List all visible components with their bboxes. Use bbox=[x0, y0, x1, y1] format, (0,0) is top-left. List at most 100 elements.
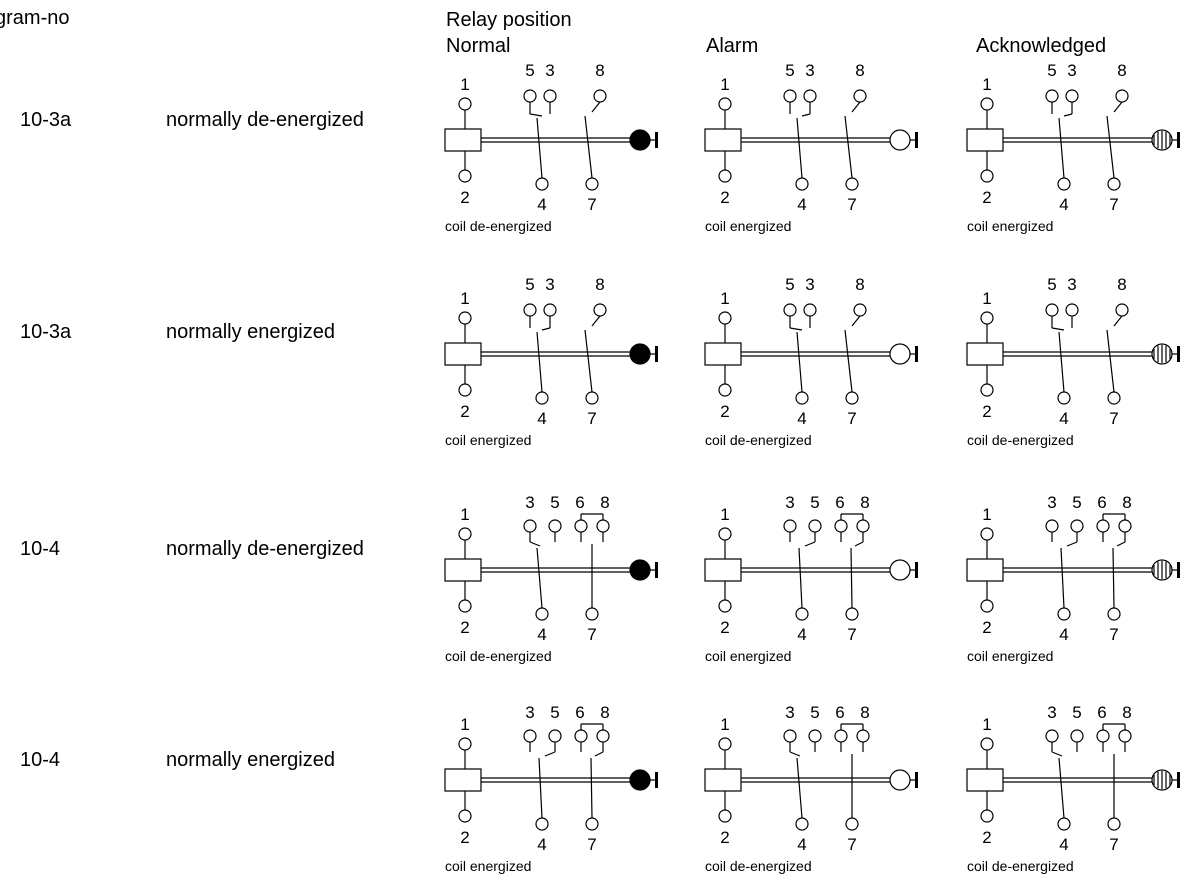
terminal-label-2: 2 bbox=[982, 188, 991, 207]
indicator-lamp-icon bbox=[629, 769, 658, 791]
relay-diagram-cell: 1 2 5 3 4 8 7 coil de-energized bbox=[704, 272, 955, 462]
terminal-circle bbox=[845, 391, 859, 405]
terminal-circle bbox=[458, 599, 472, 613]
relay-coil bbox=[966, 342, 1004, 366]
coil-state-caption: coil energized bbox=[967, 218, 1054, 234]
terminal-label-3: 3 bbox=[545, 275, 554, 294]
terminal-circle bbox=[458, 311, 472, 325]
contact-blade bbox=[1112, 547, 1115, 609]
contact-blade bbox=[844, 115, 853, 179]
terminal-label-3: 3 bbox=[1047, 493, 1056, 512]
terminal-circle bbox=[1107, 391, 1121, 405]
indicator-lamp-icon bbox=[889, 343, 918, 365]
state-header-alarm: Alarm bbox=[706, 35, 759, 57]
contact-blade bbox=[590, 757, 593, 819]
relay-diagram-cell: 1 2 5 3 4 8 7 coil energized bbox=[444, 272, 695, 462]
row-0-mode: normally de-energized bbox=[166, 109, 364, 131]
terminal-label-2: 2 bbox=[460, 618, 469, 637]
contact-blade bbox=[536, 331, 543, 393]
terminal-circle bbox=[585, 607, 599, 621]
indicator-lamp-icon bbox=[1151, 129, 1180, 151]
relay-schematic: 1 2 5 3 4 8 7 bbox=[966, 61, 1180, 214]
relay-schematic: 1 2 5 3 4 8 7 bbox=[444, 61, 658, 214]
wire bbox=[529, 113, 543, 117]
terminal-label-1: 1 bbox=[982, 505, 991, 524]
terminal-circle bbox=[543, 303, 557, 317]
contact-blade bbox=[798, 547, 803, 609]
terminal-circle bbox=[523, 519, 537, 533]
terminal-label-7: 7 bbox=[1109, 625, 1118, 644]
terminal-label-8: 8 bbox=[1117, 61, 1126, 80]
terminal-label-2: 2 bbox=[720, 402, 729, 421]
terminal-label-2: 2 bbox=[460, 188, 469, 207]
contact-blade bbox=[850, 547, 853, 609]
coil-state-caption: coil energized bbox=[705, 218, 792, 234]
terminal-circle bbox=[980, 737, 994, 751]
contact-blade bbox=[796, 117, 803, 179]
relay-coil bbox=[966, 128, 1004, 152]
terminal-label-4: 4 bbox=[1059, 835, 1068, 854]
lamp-terminal bbox=[655, 346, 658, 362]
terminal-label-1: 1 bbox=[982, 715, 991, 734]
terminal-label-6: 6 bbox=[1097, 493, 1106, 512]
relay-coil bbox=[966, 768, 1004, 792]
wire bbox=[1063, 113, 1073, 117]
relay-schematic: 1 2 3 5 6 8 4 7 bbox=[444, 493, 658, 644]
terminal-circle bbox=[845, 607, 859, 621]
terminal-circle bbox=[1096, 729, 1110, 743]
relay-diagram-cell: 1 2 5 3 4 8 7 coil de-energized bbox=[966, 272, 1187, 462]
relay-coil bbox=[444, 342, 482, 366]
terminal-circle bbox=[718, 737, 732, 751]
row-2-mode: normally de-energized bbox=[166, 538, 364, 560]
relay-diagram-cell: 1 2 3 5 6 8 4 7 coil energized bbox=[444, 698, 695, 888]
relay-diagram-cell: 1 2 3 5 6 8 4 7 coil de-energized bbox=[444, 488, 695, 678]
indicator-lamp-open bbox=[889, 129, 911, 151]
terminal-circle bbox=[856, 729, 870, 743]
terminal-circle bbox=[1057, 391, 1071, 405]
relay-coil bbox=[704, 128, 742, 152]
indicator-lamp-icon bbox=[1151, 343, 1180, 365]
terminal-label-8: 8 bbox=[860, 493, 869, 512]
terminal-circle bbox=[458, 97, 472, 111]
relay-schematic: 1 2 3 5 6 8 4 7 bbox=[704, 703, 918, 854]
terminal-circle bbox=[593, 303, 607, 317]
lamp-terminal bbox=[915, 562, 918, 578]
terminal-circle bbox=[853, 303, 867, 317]
lamp-terminal bbox=[1177, 132, 1180, 148]
coil-state-caption: coil de-energized bbox=[445, 648, 552, 664]
terminal-circle bbox=[1045, 89, 1059, 103]
contact-blade bbox=[1058, 117, 1065, 179]
terminal-circle bbox=[795, 817, 809, 831]
terminal-circle bbox=[1057, 817, 1071, 831]
terminal-circle bbox=[548, 519, 562, 533]
terminal-circle bbox=[1065, 89, 1079, 103]
terminal-label-7: 7 bbox=[587, 835, 596, 854]
wire bbox=[804, 541, 816, 547]
coil-state-caption: coil energized bbox=[705, 648, 792, 664]
terminal-label-4: 4 bbox=[537, 625, 546, 644]
terminal-label-3: 3 bbox=[785, 493, 794, 512]
terminal-circle bbox=[458, 383, 472, 397]
terminal-label-3: 3 bbox=[1067, 275, 1076, 294]
row-3-mode: normally energized bbox=[166, 749, 335, 771]
terminal-circle bbox=[585, 391, 599, 405]
terminal-circle bbox=[795, 607, 809, 621]
terminal-circle bbox=[1107, 607, 1121, 621]
row-1-diagram: 10-3a bbox=[20, 321, 72, 343]
terminal-label-6: 6 bbox=[835, 493, 844, 512]
terminal-circle bbox=[783, 303, 797, 317]
terminal-label-3: 3 bbox=[1047, 703, 1056, 722]
relay-diagram-cell: 1 2 5 3 4 8 7 coil de-energized bbox=[444, 58, 695, 248]
terminal-label-7: 7 bbox=[587, 195, 596, 214]
terminal-circle bbox=[535, 391, 549, 405]
row-3-diagram: 10-4 bbox=[20, 749, 61, 771]
terminal-circle bbox=[1045, 519, 1059, 533]
terminal-label-7: 7 bbox=[847, 195, 856, 214]
indicator-lamp-icon bbox=[889, 769, 918, 791]
terminal-circle bbox=[718, 383, 732, 397]
terminal-label-3: 3 bbox=[805, 61, 814, 80]
terminal-circle bbox=[783, 89, 797, 103]
terminal-label-8: 8 bbox=[855, 275, 864, 294]
terminal-label-3: 3 bbox=[525, 703, 534, 722]
terminal-label-4: 4 bbox=[797, 195, 806, 214]
